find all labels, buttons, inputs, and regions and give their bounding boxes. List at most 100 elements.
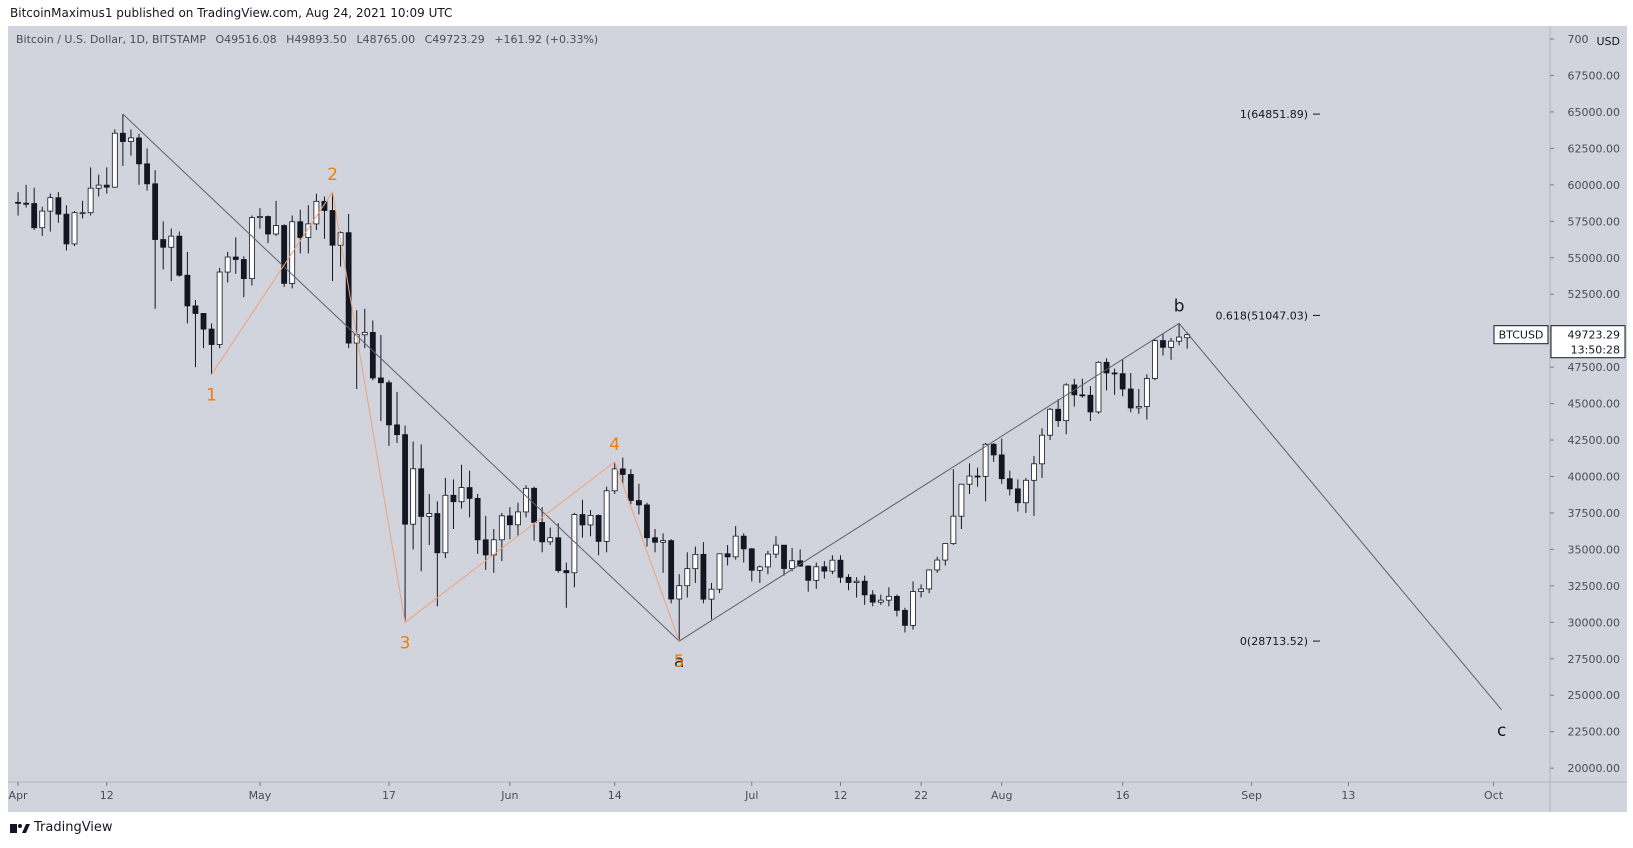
candle-body (708, 588, 715, 600)
wave-label: 3 (400, 633, 411, 653)
candle-body (547, 537, 554, 543)
y-tick-label: 52500.00 (1568, 288, 1621, 301)
candle-body (1160, 340, 1166, 348)
wave-label: 1 (206, 385, 217, 405)
candle-body (1152, 340, 1158, 379)
x-tick-label: Oct (1484, 789, 1504, 802)
candle-body (813, 566, 820, 581)
candle-body (644, 504, 650, 539)
candle-body (740, 535, 747, 550)
candle-body (224, 256, 231, 273)
candle-body (466, 487, 473, 499)
candle-body (523, 487, 529, 513)
candle-body (1039, 434, 1045, 465)
candle-body (434, 513, 441, 554)
candle-body (273, 225, 279, 235)
ohlc-letter: C (424, 33, 433, 46)
candle-body (1063, 384, 1070, 422)
candle-body (111, 132, 118, 188)
y-tick-label: 42500.00 (1568, 434, 1621, 447)
ohlc-value: 49723.29 (432, 33, 485, 46)
candle-body (216, 271, 223, 345)
x-tick-label: 22 (914, 789, 928, 802)
x-tick-label: May (249, 789, 272, 802)
published-note: BitcoinMaximus1 published on TradingView… (10, 6, 453, 20)
candle-body (587, 515, 594, 526)
wave-label: 2 (327, 165, 338, 185)
candle-body (200, 313, 207, 330)
candle-body (595, 515, 602, 542)
ohlc-value: 48765.00 (362, 33, 416, 46)
candle-body (684, 568, 691, 587)
x-tick-label: Sep (1241, 789, 1262, 802)
candle-body (885, 595, 892, 601)
y-tick-label: 67500.00 (1568, 69, 1621, 82)
candle-body (902, 609, 908, 626)
candle-body (1103, 361, 1110, 374)
candle-body (926, 569, 933, 590)
candle-body (676, 585, 683, 600)
y-tick-label: 47500.00 (1568, 361, 1621, 374)
candle-body (732, 535, 739, 558)
candle-body (555, 537, 562, 571)
last-price: 49723.29 (1568, 329, 1621, 342)
candle-body (103, 184, 110, 188)
candle-body (539, 522, 546, 543)
candle-body (861, 580, 868, 596)
candle-body (377, 377, 384, 384)
candle-body (982, 443, 989, 477)
wave-label: a (674, 652, 684, 672)
candle-body (176, 235, 183, 276)
candle-body (636, 500, 642, 506)
price-box (1550, 325, 1626, 359)
candle-body (515, 511, 521, 526)
fib-label: 0.618(51047.03) (1215, 309, 1308, 322)
candle-body (1111, 372, 1118, 375)
candle-body (1176, 336, 1183, 342)
wave-label: 4 (609, 435, 620, 455)
candle-body (756, 566, 763, 571)
ticker-box (1493, 325, 1549, 345)
candle-body (990, 443, 997, 456)
candle-body (394, 424, 400, 436)
ohlc-letter: O (215, 33, 225, 46)
candle-body (1143, 378, 1150, 407)
candle-body (789, 560, 795, 569)
wave-label: 5 (674, 652, 685, 672)
candle-body (39, 210, 46, 229)
candle-body (386, 382, 392, 426)
ohlc-value: 49893.50 (294, 33, 347, 46)
candle-body (724, 553, 731, 558)
candle-body (1014, 488, 1021, 504)
candle-body (63, 213, 70, 245)
candle-body (15, 201, 21, 204)
candle-body (611, 468, 618, 492)
candle-body (321, 200, 328, 211)
x-tick-label: 16 (1116, 789, 1130, 802)
candle-body (918, 588, 924, 592)
candle-body (1119, 373, 1126, 390)
symbol-legend: Bitcoin / U.S. Dollar, 1D, BITSTAMP O495… (16, 33, 598, 46)
candle-body (402, 434, 408, 525)
candle-body (329, 210, 336, 246)
x-tick-label: Jun (500, 789, 518, 802)
candle-body (257, 216, 263, 219)
candle-body (958, 483, 965, 517)
candle-body (442, 494, 449, 554)
ohlc-value: 49516.08 (224, 33, 277, 46)
candle-body (119, 132, 126, 142)
y-tick-label: 40000.00 (1568, 470, 1621, 483)
candle-body (660, 540, 666, 543)
candle-body (765, 553, 771, 568)
candle-body (426, 513, 433, 517)
candle-body (248, 217, 255, 280)
candle-body (232, 256, 239, 260)
x-tick-label: Apr (9, 789, 29, 802)
y-tick-label: 30000.00 (1568, 616, 1621, 629)
wave-line (122, 113, 1502, 711)
candle-body (700, 553, 707, 600)
candle-body (829, 559, 836, 572)
candle-body (1127, 388, 1134, 409)
candle-body (837, 559, 844, 578)
